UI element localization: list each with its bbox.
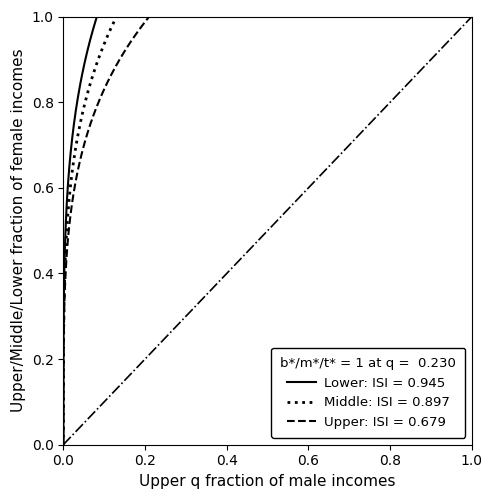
Line: Lower: ISI = 0.945: Lower: ISI = 0.945 [63, 16, 472, 444]
Upper: ISI = 0.679: (0.21, 1): ISI = 0.679: (0.21, 1) [146, 14, 152, 20]
Lower: ISI = 0.945: (0.822, 1): ISI = 0.945: (0.822, 1) [396, 14, 402, 20]
Middle: ISI = 0.897: (0.13, 1): ISI = 0.897: (0.13, 1) [114, 14, 120, 20]
Upper: ISI = 0.679: (0.382, 1): ISI = 0.679: (0.382, 1) [216, 14, 222, 20]
Y-axis label: Upper/Middle/Lower fraction of female incomes: Upper/Middle/Lower fraction of female in… [11, 49, 26, 412]
Upper: ISI = 0.679: (0.182, 0.964): ISI = 0.679: (0.182, 0.964) [135, 29, 141, 35]
Line: Upper: ISI = 0.679: Upper: ISI = 0.679 [63, 16, 472, 444]
Legend: Lower: ISI = 0.945, Middle: ISI = 0.897, Upper: ISI = 0.679: Lower: ISI = 0.945, Middle: ISI = 0.897,… [271, 348, 465, 438]
Middle: ISI = 0.897: (0.6, 1): ISI = 0.897: (0.6, 1) [305, 14, 311, 20]
Middle: ISI = 0.897: (0.746, 1): ISI = 0.897: (0.746, 1) [365, 14, 371, 20]
Middle: ISI = 0.897: (0.182, 1): ISI = 0.897: (0.182, 1) [135, 14, 141, 20]
Upper: ISI = 0.679: (1, 1): ISI = 0.679: (1, 1) [469, 14, 475, 20]
Line: Middle: ISI = 0.897: Middle: ISI = 0.897 [63, 16, 472, 444]
Middle: ISI = 0.897: (0.382, 1): ISI = 0.897: (0.382, 1) [216, 14, 222, 20]
Lower: ISI = 0.945: (0.382, 1): ISI = 0.945: (0.382, 1) [216, 14, 222, 20]
Lower: ISI = 0.945: (0.651, 1): ISI = 0.945: (0.651, 1) [326, 14, 332, 20]
X-axis label: Upper q fraction of male incomes: Upper q fraction of male incomes [139, 474, 396, 489]
Upper: ISI = 0.679: (0.651, 1): ISI = 0.679: (0.651, 1) [326, 14, 332, 20]
Lower: ISI = 0.945: (0.6, 1): ISI = 0.945: (0.6, 1) [305, 14, 311, 20]
Lower: ISI = 0.945: (0.182, 1): ISI = 0.945: (0.182, 1) [135, 14, 141, 20]
Upper: ISI = 0.679: (0.6, 1): ISI = 0.679: (0.6, 1) [305, 14, 311, 20]
Upper: ISI = 0.679: (0.822, 1): ISI = 0.679: (0.822, 1) [396, 14, 402, 20]
Lower: ISI = 0.945: (0.746, 1): ISI = 0.945: (0.746, 1) [365, 14, 371, 20]
Middle: ISI = 0.897: (0.822, 1): ISI = 0.897: (0.822, 1) [396, 14, 402, 20]
Upper: ISI = 0.679: (0.746, 1): ISI = 0.679: (0.746, 1) [365, 14, 371, 20]
Lower: ISI = 0.945: (1, 1): ISI = 0.945: (1, 1) [469, 14, 475, 20]
Middle: ISI = 0.897: (1, 1): ISI = 0.897: (1, 1) [469, 14, 475, 20]
Upper: ISI = 0.679: (0, 0): ISI = 0.679: (0, 0) [60, 442, 66, 448]
Middle: ISI = 0.897: (0, 0): ISI = 0.897: (0, 0) [60, 442, 66, 448]
Middle: ISI = 0.897: (0.651, 1): ISI = 0.897: (0.651, 1) [326, 14, 332, 20]
Lower: ISI = 0.945: (0.082, 1): ISI = 0.945: (0.082, 1) [94, 14, 100, 20]
Lower: ISI = 0.945: (0, 0): ISI = 0.945: (0, 0) [60, 442, 66, 448]
